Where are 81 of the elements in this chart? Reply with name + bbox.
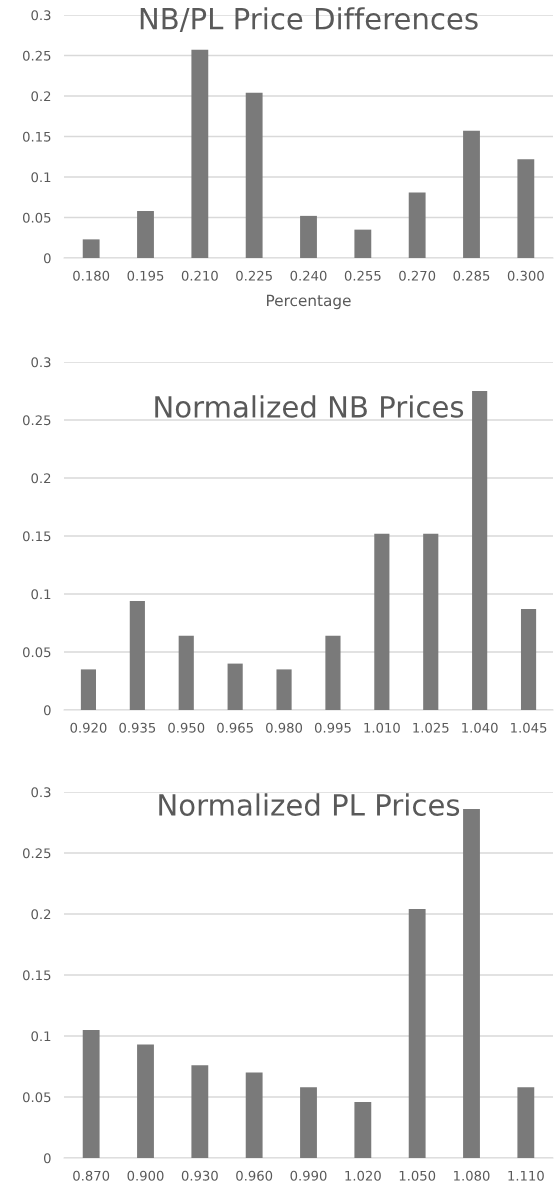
y-tick-label: 0.3 xyxy=(31,10,51,21)
y-tick-label: 0 xyxy=(43,1153,51,1164)
y-tick-label: 0.2 xyxy=(31,909,51,920)
bar xyxy=(300,1087,317,1158)
bar xyxy=(520,609,537,710)
y-tick-label: 0.1 xyxy=(31,172,51,183)
chart-title: Normalized PL Prices xyxy=(159,793,460,816)
bar xyxy=(191,1065,209,1158)
y-tick-label: 0 xyxy=(43,705,51,716)
x-tick-label: 0.180 xyxy=(73,270,110,281)
bar xyxy=(517,159,535,258)
y-tick-label: 0.15 xyxy=(22,970,51,981)
bar xyxy=(463,130,480,258)
x-tick-label: 0.285 xyxy=(453,270,490,281)
x-tick-label: 1.010 xyxy=(364,722,400,733)
y-tick-label: 0.2 xyxy=(31,91,51,102)
y-tick-label: 0.3 xyxy=(31,787,51,798)
x-tick-label: 1.080 xyxy=(454,1170,490,1181)
x-tick-label: 0.240 xyxy=(290,270,327,281)
bar xyxy=(191,49,209,258)
bar xyxy=(408,909,426,1158)
x-tick-label: 0.300 xyxy=(507,270,544,281)
y-tick-label: 0.25 xyxy=(22,415,51,426)
x-tick-label: 0.960 xyxy=(236,1170,273,1181)
x-tick-label: 0.965 xyxy=(217,722,253,733)
bar xyxy=(276,669,292,710)
bar xyxy=(300,215,317,258)
x-tick-label: 1.020 xyxy=(345,1170,381,1181)
y-tick-label: 0.15 xyxy=(22,131,51,142)
x-tick-label: 1.050 xyxy=(399,1170,436,1181)
bar xyxy=(82,239,100,258)
x-tick-label: 0.920 xyxy=(70,722,107,733)
x-tick-label: 0.195 xyxy=(127,270,164,281)
x-tick-label: 0.870 xyxy=(73,1170,110,1181)
bar xyxy=(245,1072,263,1158)
x-tick-label: 1.040 xyxy=(462,722,498,733)
x-tick-label: 0.950 xyxy=(168,722,205,733)
bar xyxy=(129,600,145,710)
x-tick-label: 0.980 xyxy=(266,722,303,733)
text: Normalized NB Prices xyxy=(155,395,464,418)
y-tick-label: 0.05 xyxy=(22,1092,51,1103)
bar xyxy=(80,669,97,710)
y-tick-label: 0.25 xyxy=(22,50,51,61)
x-tick-label: 0.935 xyxy=(119,722,156,733)
y-tick-label: 0.3 xyxy=(31,357,51,368)
chart-title: NB/PL Price Differences xyxy=(140,7,478,32)
bar xyxy=(137,211,154,258)
bar xyxy=(354,229,372,258)
bar xyxy=(354,1101,372,1158)
bar xyxy=(463,809,480,1158)
x-tick-label: 1.045 xyxy=(511,722,547,733)
bar xyxy=(178,635,194,710)
y-tick-label: 0.05 xyxy=(22,212,51,223)
bar xyxy=(137,1044,154,1158)
y-tick-label: 0.1 xyxy=(31,1031,51,1042)
x-tick-label: 0.270 xyxy=(399,270,436,281)
y-tick-label: 0.2 xyxy=(31,473,51,484)
x-tick-label: 1.025 xyxy=(413,722,449,733)
bar xyxy=(82,1029,100,1158)
x-tick-label: 0.255 xyxy=(344,270,381,281)
bar xyxy=(423,533,439,710)
x-tick-label: 0.900 xyxy=(127,1170,164,1181)
x-tick-label: 0.990 xyxy=(290,1170,327,1181)
bar xyxy=(374,533,390,710)
y-tick-label: 0.15 xyxy=(22,531,51,542)
bar xyxy=(227,663,243,710)
x-tick-label: 0.995 xyxy=(314,722,351,733)
y-tick-label: 0.25 xyxy=(22,848,51,859)
y-tick-label: 0 xyxy=(43,253,51,264)
x-tick-label: 0.930 xyxy=(181,1170,218,1181)
y-tick-label: 0.1 xyxy=(31,589,51,600)
bar xyxy=(325,635,341,710)
x-tick-label: 0.225 xyxy=(236,270,272,281)
x-axis-title: Percentage xyxy=(267,294,351,310)
bar xyxy=(245,92,263,258)
bar xyxy=(517,1087,535,1158)
bar xyxy=(472,391,488,710)
x-tick-label: 0.210 xyxy=(181,270,218,281)
y-tick-label: 0.05 xyxy=(22,647,51,658)
x-tick-label: 1.110 xyxy=(508,1170,544,1181)
bar xyxy=(408,192,426,258)
